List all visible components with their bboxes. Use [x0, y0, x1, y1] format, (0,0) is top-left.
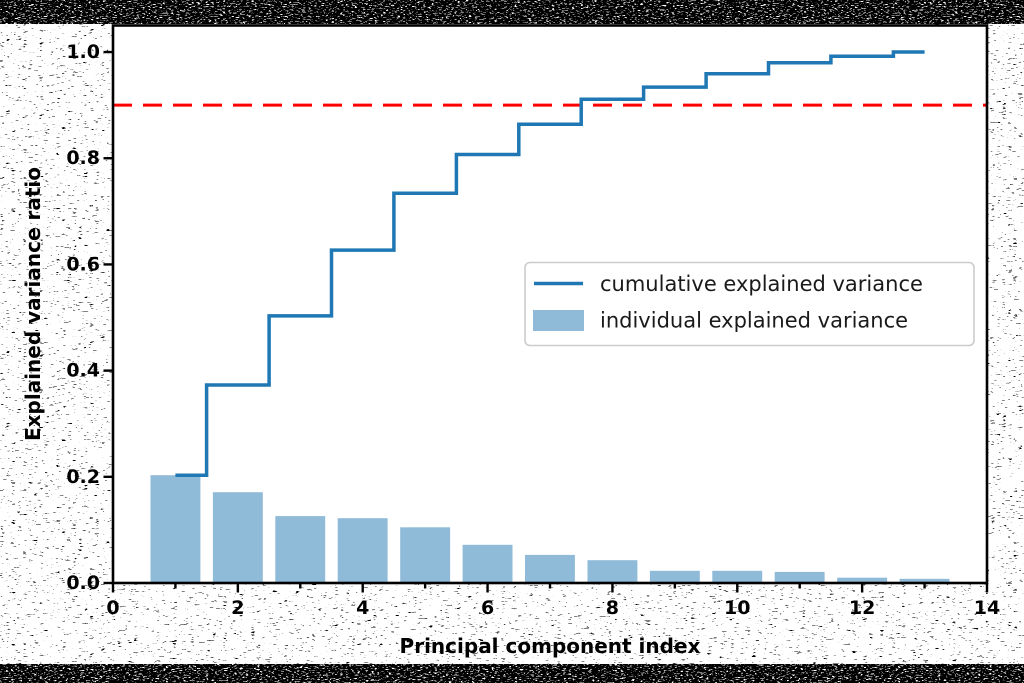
- legend-label-individual: individual explained variance: [600, 309, 908, 333]
- y-tick-label: 0.2: [66, 466, 100, 488]
- legend-box: [524, 261, 975, 347]
- individual-variance-bar: [525, 554, 575, 583]
- individual-variance-bar: [774, 571, 825, 583]
- x-tick-label: 12: [849, 597, 875, 619]
- axis-ticks: [103, 50, 989, 593]
- y-tick-label: 0.0: [66, 572, 100, 594]
- x-tick-label: 4: [356, 597, 369, 619]
- individual-variance-bar: [212, 492, 263, 583]
- x-tick-label: 0: [106, 597, 119, 619]
- individual-variance-bar: [337, 518, 388, 583]
- individual-variance-bar: [712, 570, 763, 583]
- y-axis-label: Explained variance ratio: [21, 167, 45, 441]
- individual-variance-bar: [275, 516, 326, 583]
- y-tick-label: 0.6: [66, 253, 100, 275]
- individual-variance-bar: [462, 544, 513, 583]
- individual-variance-bar: [899, 578, 950, 583]
- legend-label-cumulative: cumulative explained variance: [600, 272, 923, 296]
- noise-band-top: [0, 0, 1024, 24]
- individual-variance-bar: [150, 475, 201, 583]
- x-tick-label: 14: [974, 597, 1000, 619]
- individual-variance-bar: [587, 560, 638, 583]
- axis-tick-labels: 0 2 4 6 8 10 12 14 0.0 0.2 0.4 0.6 0.8 1.0: [66, 41, 1000, 619]
- y-tick-label: 0.8: [66, 147, 100, 169]
- individual-variance-bar: [837, 577, 888, 583]
- x-tick-label: 10: [724, 597, 750, 619]
- individual-variance-bar: [400, 527, 451, 584]
- y-tick-label: 1.0: [66, 41, 100, 63]
- x-tick-label: 2: [231, 597, 244, 619]
- individual-variance-bars: [150, 475, 950, 584]
- x-axis-label: Principal component index: [400, 634, 701, 658]
- noise-band-bottom: [0, 664, 1024, 683]
- cumulative-variance-line: [175, 50, 925, 477]
- legend-patch-sample: [533, 310, 584, 331]
- x-tick-label: 8: [606, 597, 619, 619]
- legend: cumulative explained variance individual…: [524, 261, 975, 347]
- x-tick-label: 6: [481, 597, 494, 619]
- individual-variance-bar: [649, 570, 700, 583]
- y-tick-label: 0.4: [66, 360, 100, 382]
